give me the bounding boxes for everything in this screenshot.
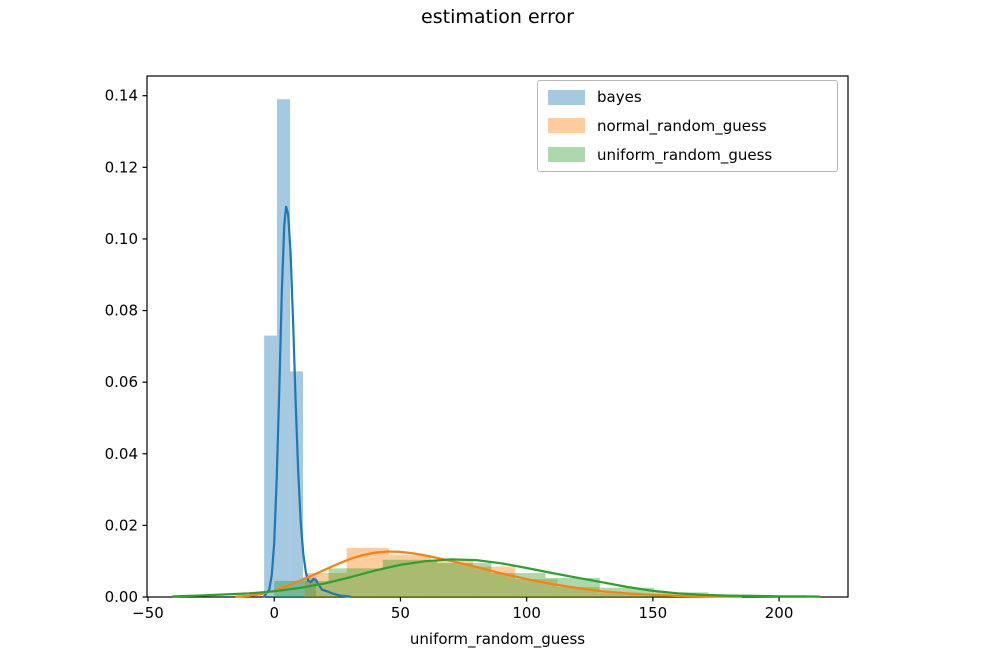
hist-bar-bayes [290, 371, 304, 597]
y-tick-label: 0.06 [105, 373, 138, 391]
y-tick-label: 0.10 [105, 230, 138, 248]
legend-swatch-uniform-random-guess [548, 147, 585, 163]
kde-line-bayes [263, 205, 352, 598]
y-tick-label: 0.08 [105, 302, 138, 320]
hist-bar-uniform_random_guess [382, 559, 438, 597]
x-tick-label: 0 [269, 604, 279, 622]
legend-swatch-normal-random-guess [548, 118, 585, 134]
legend-item-uniform-random-guess: uniform_random_guess [538, 146, 837, 164]
legend: bayes normal_random_guess uniform_random… [537, 80, 838, 172]
y-tick-label: 0.02 [105, 516, 138, 534]
axes-frame [146, 75, 849, 598]
hist-bar-normal_random_guess [557, 586, 600, 597]
x-tick-label: −50 [132, 604, 164, 622]
chart-title: estimation error [421, 6, 574, 28]
y-tick-label: 0.12 [105, 158, 138, 176]
y-tick-label: 0.04 [105, 445, 138, 463]
legend-label: uniform_random_guess [597, 145, 773, 164]
legend-item-normal-random-guess: normal_random_guess [538, 117, 837, 135]
legend-label: bayes [597, 88, 642, 107]
hist-bar-normal_random_guess [430, 559, 474, 597]
kde-line-normal_random_guess [235, 550, 743, 598]
x-tick-label: 100 [512, 604, 541, 622]
legend-item-bayes: bayes [538, 88, 837, 106]
legend-label: normal_random_guess [597, 116, 767, 135]
hist-bar-normal_random_guess [599, 592, 642, 597]
hist-bar-bayes [277, 99, 291, 598]
kde-line-uniform_random_guess [172, 558, 821, 598]
x-axis-label: uniform_random_guess [409, 630, 586, 648]
hist-bar-uniform_random_guess [328, 568, 383, 597]
x-tick-label: 50 [391, 604, 410, 622]
hist-bar-bayes [264, 335, 278, 597]
y-tick-label: 0.14 [105, 87, 138, 105]
y-tick-label: 0.00 [105, 588, 138, 606]
hist-bar-uniform_random_guess [491, 573, 546, 597]
x-tick-label: 150 [639, 604, 668, 622]
legend-swatch-bayes [548, 89, 585, 105]
x-tick-label: 200 [765, 604, 794, 622]
